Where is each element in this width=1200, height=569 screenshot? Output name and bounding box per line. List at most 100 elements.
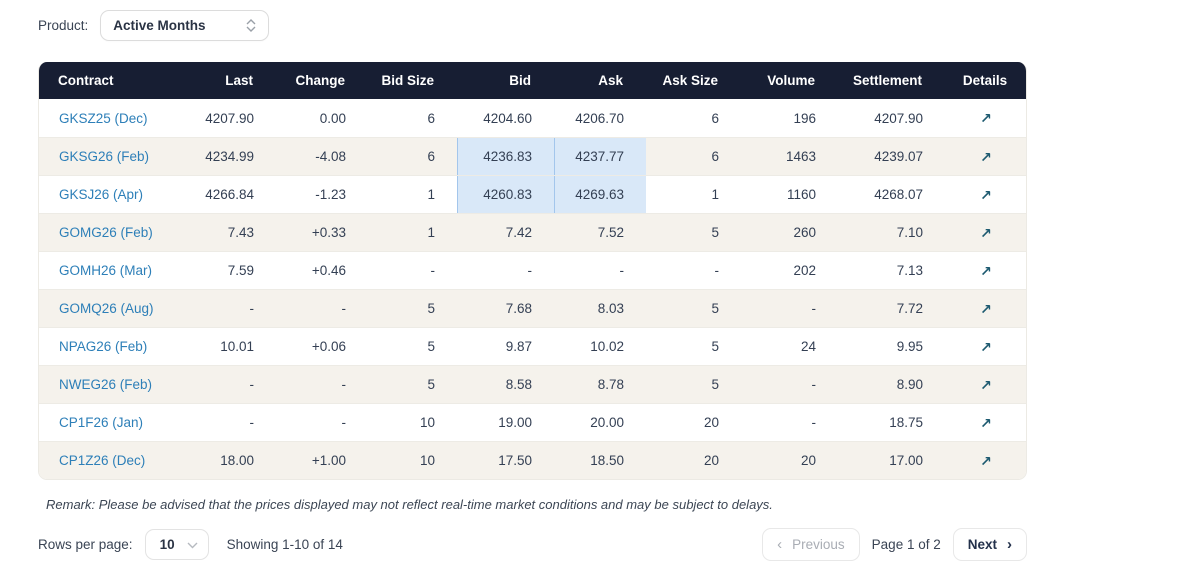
pagination: ‹ Previous Page 1 of 2 Next › [762,528,1027,561]
settlement-cell: 7.10 [896,225,923,240]
bid-cell: 4204.60 [483,110,532,126]
ask-cell: 10.02 [590,339,624,354]
contract-link[interactable]: GKSJ26 (Apr) [59,187,144,202]
bid-cell: 4236.83 [457,138,554,175]
ask-cell: 7.52 [597,225,624,240]
details-arrow-icon[interactable]: ↗ [980,338,992,355]
last-cell: 10.01 [220,339,254,354]
contract-link[interactable]: NPAG26 (Feb) [59,339,148,354]
contract-cell: GKSJ26 (Apr) [39,176,186,213]
details-cell: ↗ [945,366,1026,403]
page-info-text: Page 1 of 2 [871,537,941,552]
ask_size-cell: 5 [711,377,719,392]
table-row: NPAG26 (Feb) 10.01 +0.06 5 9.87 10.02 5 24 9.95 ↗ [39,327,1026,365]
ask-cell: 4237.77 [554,138,646,175]
ask-cell: 20.00 [590,415,624,430]
product-select[interactable]: Active Months [100,10,270,41]
volume-cell: 196 [793,110,816,126]
contract-link[interactable]: NWEG26 (Feb) [59,377,153,392]
volume-cell: 1160 [786,187,816,202]
table-row: GOMG26 (Feb) 7.43 +0.33 1 7.42 7.52 5 260 7.10 ↗ [39,213,1026,251]
last-cell: - [249,415,255,430]
contract-cell: GOMQ26 (Aug) [39,290,186,327]
column-header-details: Details [962,72,1008,88]
contract-link[interactable]: GKSZ25 (Dec) [59,110,148,126]
ask_size-cell: - [714,263,720,278]
details-cell: ↗ [945,252,1026,289]
bid_size-cell: - [430,263,436,278]
details-cell: ↗ [945,176,1026,213]
footer-bar: Rows per page: 10 Showing 1-10 of 14 ‹ P… [38,528,1027,561]
contract-link[interactable]: GKSG26 (Feb) [59,149,150,164]
settlement-cell: 7.72 [896,301,923,316]
details-arrow-icon[interactable]: ↗ [980,224,992,241]
details-arrow-icon[interactable]: ↗ [980,376,992,393]
volume-cell: 20 [800,453,816,468]
details-arrow-icon[interactable]: ↗ [980,262,992,279]
settlement-cell: 4207.90 [874,110,923,126]
ask-cell: - [619,263,625,278]
ask_size-cell: 5 [711,301,719,316]
bid_size-cell: 6 [427,149,435,164]
details-arrow-icon[interactable]: ↗ [980,300,992,317]
column-header-change: Change [295,72,345,88]
next-page-button[interactable]: Next › [952,528,1027,561]
ask-cell: 18.50 [590,453,624,468]
column-header-contract: Contract [58,72,114,88]
contract-link[interactable]: GOMQ26 (Aug) [59,301,154,316]
rows-per-page-select[interactable]: 10 [144,529,209,560]
bid-cell: 8.58 [505,377,532,392]
bid_size-cell: 6 [427,110,435,126]
showing-count-text: Showing 1-10 of 14 [226,537,343,552]
last-cell: 7.43 [227,225,254,240]
bid_size-cell: 1 [427,225,435,240]
contract-cell: NPAG26 (Feb) [39,328,186,365]
bid-cell: 7.68 [505,301,532,316]
remark-text: Remark: Please be advised that the price… [46,497,773,512]
last-cell: 4207.90 [205,110,254,126]
change-cell: -4.08 [315,149,346,164]
table-row: GKSG26 (Feb) 4234.99 -4.08 6 4236.83 4237.77 6… [39,137,1026,175]
ask_size-cell: 1 [711,187,719,202]
change-cell: - [341,377,347,392]
contract-link[interactable]: CP1Z26 (Dec) [59,453,146,468]
bid-cell: 7.42 [505,225,532,240]
contract-cell: GKSG26 (Feb) [39,138,186,175]
bid_size-cell: 1 [427,187,435,202]
change-cell: 0.00 [319,110,346,126]
contract-link[interactable]: GOMG26 (Feb) [59,225,153,240]
contract-link[interactable]: GOMH26 (Mar) [59,263,153,278]
ask_size-cell: 5 [711,339,719,354]
volume-cell: 24 [800,339,816,354]
details-arrow-icon[interactable]: ↗ [980,148,992,165]
chevron-down-icon [187,536,198,554]
contract-cell: CP1Z26 (Dec) [39,442,186,479]
contract-cell: GKSZ25 (Dec) [39,99,186,137]
last-cell: - [249,377,255,392]
details-arrow-icon[interactable]: ↗ [980,452,992,469]
table-row: GKSJ26 (Apr) 4266.84 -1.23 1 4260.83 4269.63 1… [39,175,1026,213]
product-label: Product: [38,18,89,33]
volume-cell: - [811,377,817,392]
change-cell: +0.46 [311,263,346,278]
column-header-ask_size: Ask Size [662,72,718,88]
previous-page-button[interactable]: ‹ Previous [762,528,860,561]
last-cell: 4234.99 [205,149,254,164]
details-arrow-icon[interactable]: ↗ [980,110,992,126]
updown-chevron-icon [246,19,256,32]
bid-cell: 17.50 [498,453,532,468]
table-row: CP1F26 (Jan) - - 10 19.00 20.00 20 - 18.75 ↗ [39,403,1026,441]
details-arrow-icon[interactable]: ↗ [980,186,992,203]
details-arrow-icon[interactable]: ↗ [980,414,992,431]
table-row: GOMH26 (Mar) 7.59 +0.46 - - - - 202 7.13 ↗ [39,251,1026,289]
details-cell: ↗ [945,99,1026,137]
rows-per-page-label: Rows per page: [38,537,133,552]
contract-link[interactable]: CP1F26 (Jan) [59,415,144,430]
previous-label: Previous [792,537,845,552]
bid_size-cell: 10 [419,453,435,468]
bid-cell: - [527,263,533,278]
ask_size-cell: 20 [703,453,719,468]
ask-cell: 4269.63 [554,176,646,213]
ask-cell: 8.78 [597,377,624,392]
